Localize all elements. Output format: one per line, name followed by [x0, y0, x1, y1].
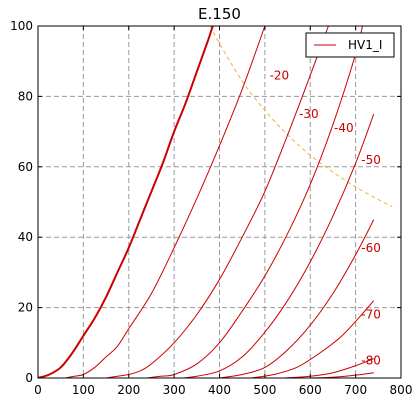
- y-tick-label-40: 40: [18, 230, 33, 244]
- axis-ticks: 0 100 200 300 400 500 600 700 800 0 20 40 60 80 100: [10, 19, 412, 397]
- curve-label-60: -60: [361, 241, 381, 255]
- x-tick-label-400: 400: [208, 383, 231, 397]
- legend-entry-0: HV1_I: [348, 38, 382, 52]
- series-line-grid-40: [183, 113, 375, 378]
- legend-box: [305, 32, 395, 58]
- series-line-grid-30: [146, 26, 363, 378]
- x-tick-label-600: 600: [299, 383, 322, 397]
- x-tick-label-800: 800: [390, 383, 413, 397]
- grid-lines: [38, 26, 401, 378]
- chart-title: E.150: [198, 5, 241, 23]
- curve-label-80: -80: [361, 353, 381, 367]
- curve-label-20: -20: [270, 68, 290, 82]
- legend: HV1_I: [305, 32, 395, 58]
- curve-label-50: -50: [361, 153, 381, 167]
- x-tick-label-200: 200: [117, 383, 140, 397]
- x-tick-label-500: 500: [253, 383, 276, 397]
- x-tick-label-700: 700: [344, 383, 367, 397]
- y-tick-label-100: 100: [10, 19, 33, 33]
- x-tick-label-0: 0: [34, 383, 42, 397]
- y-tick-label-20: 20: [18, 301, 33, 315]
- series-line-grid-60: [251, 300, 375, 378]
- y-tick-label-0: 0: [25, 371, 33, 385]
- x-tick-label-300: 300: [163, 383, 186, 397]
- series-line-grid-50: [219, 219, 375, 378]
- curve-labels: -20 -30 -40 -50 -60 -70 -80: [270, 68, 381, 367]
- dissipation-curve: [209, 26, 393, 208]
- curve-label-40: -40: [334, 121, 354, 135]
- curve-label-30: -30: [299, 107, 319, 121]
- y-tick-label-80: 80: [18, 89, 33, 103]
- series-line-grid-70: [282, 358, 374, 378]
- plate-curves: [38, 26, 393, 378]
- y-tick-label-60: 60: [18, 160, 33, 174]
- curve-label-70: -70: [361, 308, 381, 322]
- x-tick-label-100: 100: [72, 383, 95, 397]
- series-line-hv1-i: [38, 26, 214, 378]
